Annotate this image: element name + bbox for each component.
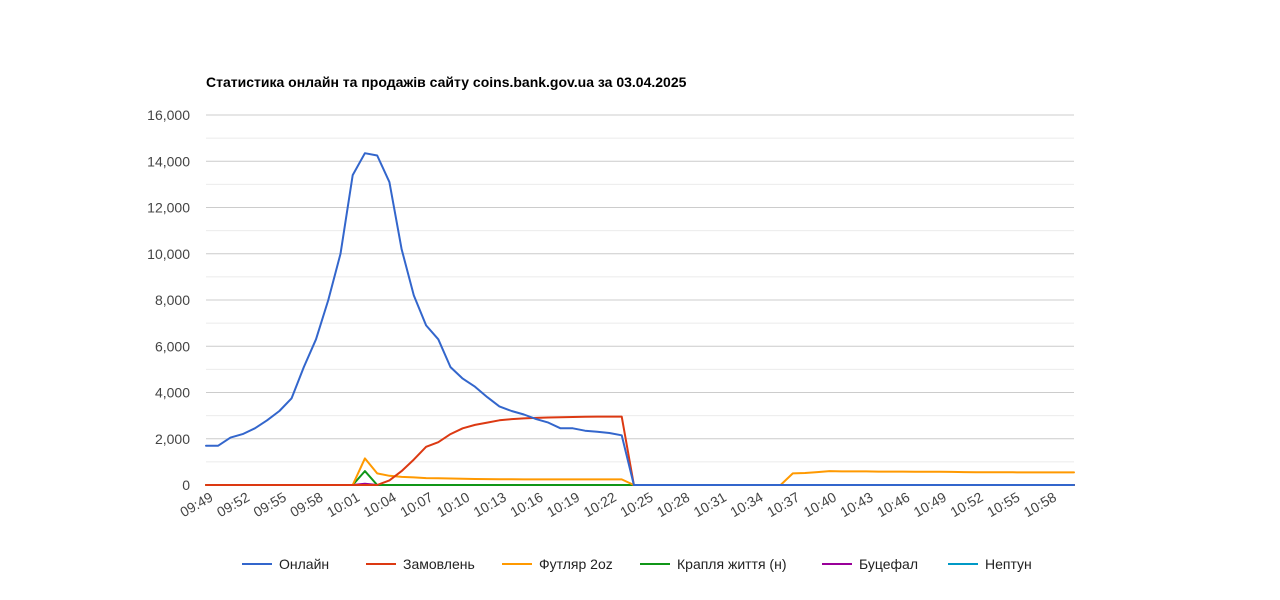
x-tick-label: 10:01 — [324, 489, 363, 520]
legend-label: Футляр 2oz — [539, 556, 613, 572]
x-tick-label: 10:13 — [471, 489, 510, 520]
x-tick-label: 10:07 — [397, 489, 436, 520]
x-tick-label: 10:43 — [837, 489, 876, 520]
x-tick-label: 09:52 — [214, 489, 253, 520]
y-tick-label: 16,000 — [147, 107, 190, 123]
chart-title: Статистика онлайн та продажів сайту coin… — [206, 74, 687, 90]
legend-label: Крапля життя (н) — [677, 556, 786, 572]
x-tick-label: 10:34 — [727, 489, 766, 520]
y-tick-label: 4,000 — [155, 385, 190, 401]
x-tick-label: 10:28 — [654, 489, 693, 520]
y-tick-label: 6,000 — [155, 338, 190, 354]
x-tick-label: 10:22 — [581, 489, 620, 520]
x-tick-label: 10:55 — [984, 489, 1023, 520]
y-tick-label: 12,000 — [147, 200, 190, 216]
x-tick-label: 10:19 — [544, 489, 583, 520]
y-tick-label: 10,000 — [147, 246, 190, 262]
series-line-1 — [205, 415, 1075, 486]
series-lines — [205, 152, 1075, 486]
series-line-0 — [205, 152, 1075, 486]
x-tick-label: 10:40 — [801, 489, 840, 520]
x-tick-label: 09:55 — [251, 489, 290, 520]
x-tick-label: 10:04 — [361, 489, 400, 520]
x-tick-label: 10:58 — [1021, 489, 1060, 520]
x-tick-label: 10:25 — [617, 489, 656, 520]
legend: Онлайн Замовлень Футляр 2oz Крапля життя (н… — [242, 556, 1032, 572]
legend-label: Буцефал — [859, 556, 918, 572]
x-tick-label: 10:49 — [911, 489, 950, 520]
x-tick-label: 09:49 — [177, 489, 216, 520]
y-tick-label: 2,000 — [155, 431, 190, 447]
x-tick-label: 09:58 — [287, 489, 326, 520]
x-tick-label: 10:31 — [691, 489, 730, 520]
y-tick-label: 14,000 — [147, 153, 190, 169]
y-tick-label: 0 — [182, 477, 190, 493]
legend-label: Нептун — [985, 556, 1032, 572]
x-axis-ticks: 09:4909:5209:5509:5810:0110:0410:0710:10… — [177, 489, 1059, 520]
x-tick-label: 10:52 — [947, 489, 986, 520]
legend-label: Замовлень — [403, 556, 475, 572]
gridlines — [206, 114, 1074, 486]
y-tick-label: 8,000 — [155, 292, 190, 308]
x-tick-label: 10:37 — [764, 489, 803, 520]
series-line-2 — [205, 457, 1075, 486]
legend-label: Онлайн — [279, 556, 329, 572]
x-tick-label: 10:16 — [507, 489, 546, 520]
y-axis-ticks: 0 2,000 4,000 6,000 8,000 10,000 12,000 14,000 1… — [147, 107, 190, 493]
x-tick-label: 10:10 — [434, 489, 473, 520]
series-line-3 — [205, 470, 1075, 486]
x-tick-label: 10:46 — [874, 489, 913, 520]
